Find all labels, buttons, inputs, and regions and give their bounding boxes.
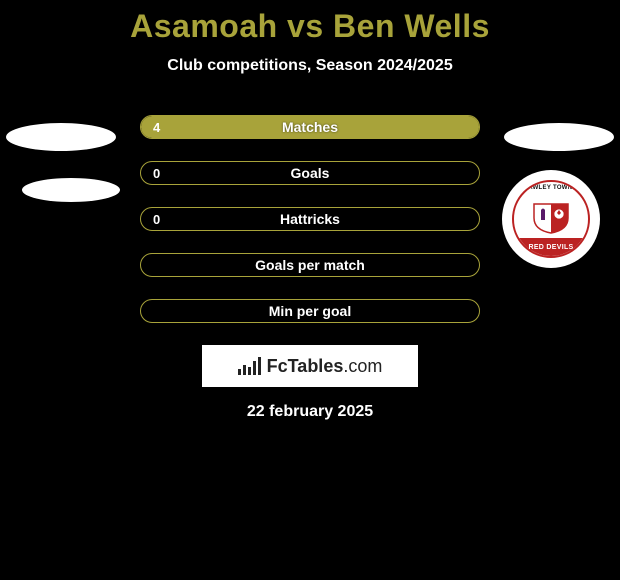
chart-icon	[238, 357, 261, 375]
branding-box: FcTables.com	[202, 345, 418, 387]
branding-bold: FcTables	[267, 356, 344, 376]
stat-label: Min per goal	[141, 300, 479, 322]
branding-text: FcTables.com	[267, 356, 383, 377]
stat-row: Goals per match	[140, 253, 480, 277]
stat-row: 0Goals	[140, 161, 480, 185]
stat-label: Matches	[141, 116, 479, 138]
page-title: Asamoah vs Ben Wells	[0, 0, 620, 45]
branding-lite: .com	[343, 356, 382, 376]
stat-label: Goals	[141, 162, 479, 184]
stat-row: 0Hattricks	[140, 207, 480, 231]
subtitle: Club competitions, Season 2024/2025	[0, 57, 620, 75]
stat-label: Goals per match	[141, 254, 479, 276]
date-label: 22 february 2025	[0, 403, 620, 421]
stat-label: Hattricks	[141, 208, 479, 230]
stat-row: Min per goal	[140, 299, 480, 323]
stats-bars: 4Matches 0Goals 0Hattricks Goals per match M…	[0, 115, 620, 323]
stat-row: 4Matches	[140, 115, 480, 139]
